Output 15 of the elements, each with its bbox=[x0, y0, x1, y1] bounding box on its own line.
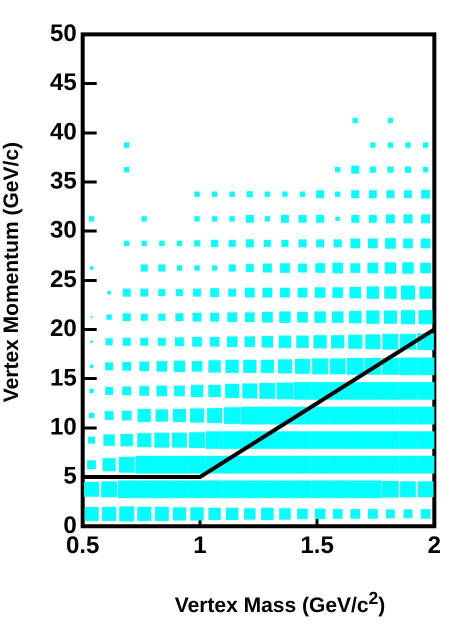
x-tick-label: 1.5 bbox=[300, 532, 334, 560]
y-tick-label: 5 bbox=[63, 462, 77, 490]
x-tick-label: 2 bbox=[428, 532, 442, 560]
y-tick-label: 45 bbox=[50, 69, 77, 96]
y-tick-label: 20 bbox=[50, 315, 77, 342]
y-tick-label: 10 bbox=[50, 413, 77, 440]
y-tick-label: 25 bbox=[50, 266, 77, 293]
y-tick-label: 40 bbox=[50, 118, 77, 146]
x-tick-label: 1 bbox=[193, 532, 207, 560]
x-axis-title: Vertex Mass (GeV/c$^{2}$) bbox=[174, 588, 386, 618]
y-tick-label: 30 bbox=[50, 216, 77, 244]
y-tick-label: 15 bbox=[50, 364, 77, 392]
y-tick-label: 35 bbox=[50, 168, 77, 195]
y-tick-label: 50 bbox=[50, 20, 77, 48]
y-axis-title: Vertex Momentum (GeV/c) bbox=[0, 142, 24, 403]
